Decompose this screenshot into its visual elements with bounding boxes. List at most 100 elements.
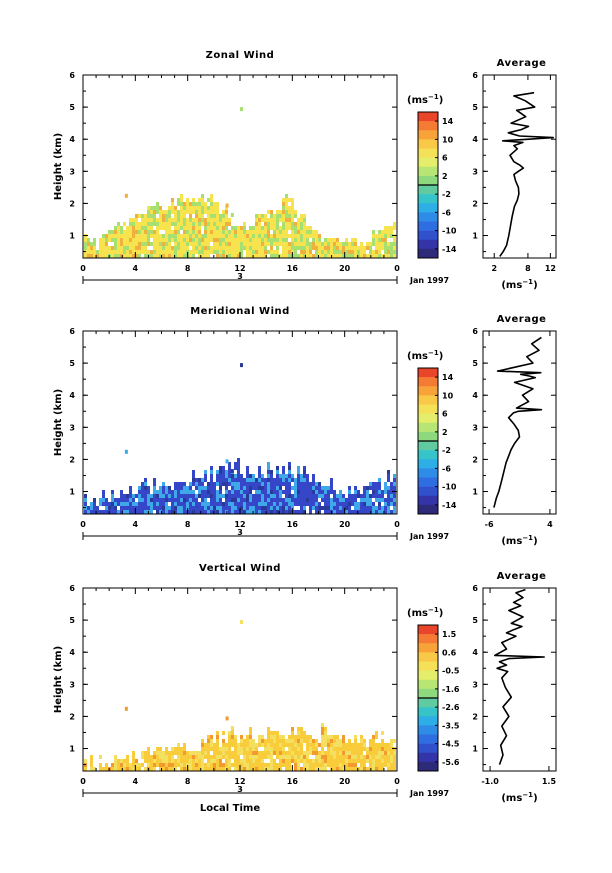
heatmap-cell (276, 226, 279, 230)
heatmap-cell (186, 759, 189, 763)
heatmap-cell (240, 482, 243, 486)
colorbar-segment (418, 194, 438, 204)
heatmap-cell (339, 506, 342, 510)
heatmap-cell (171, 246, 174, 250)
heatmap-cell (327, 510, 330, 514)
heatmap-cell (219, 767, 222, 771)
heatmap-cell (213, 218, 216, 222)
heatmap-cell (387, 763, 390, 767)
heatmap-cell (372, 250, 375, 254)
x-tick-label: 12 (234, 520, 245, 529)
heatmap-cell (186, 755, 189, 759)
heatmap-cell (240, 498, 243, 502)
heatmap-cell (225, 234, 228, 238)
heatmap-cell (276, 474, 279, 478)
heatmap-cell (282, 506, 285, 510)
colorbar-segment (418, 670, 438, 681)
heatmap-cell (201, 498, 204, 502)
heatmap-cell (243, 246, 246, 250)
heatmap-cell (183, 242, 186, 246)
heatmap-cell (124, 706, 128, 711)
heatmap-cell (153, 763, 156, 767)
heatmap-cell (240, 747, 243, 751)
heatmap-cell (288, 502, 291, 506)
heatmap-cell (141, 755, 144, 759)
heatmap-cell (132, 222, 135, 226)
heatmap-cell (384, 755, 387, 759)
heatmap-cells (84, 107, 396, 258)
heatmap-cell (345, 502, 348, 506)
heatmap-cell (273, 490, 276, 494)
heatmap-cell (360, 254, 363, 258)
heatmap-cell (267, 755, 270, 759)
average-x-tick-label: 8 (525, 264, 531, 273)
heatmap-cell (207, 759, 210, 763)
heatmap-cell (120, 759, 123, 763)
heatmap-cell (225, 230, 228, 234)
heatmap-cell (162, 506, 165, 510)
heatmap-cell (294, 755, 297, 759)
heatmap-cell (366, 246, 369, 250)
heatmap-cell (150, 767, 153, 771)
heatmap-cell (108, 246, 111, 250)
heatmap-cell (249, 755, 252, 759)
heatmap-cell (357, 502, 360, 506)
heatmap-cell (246, 743, 249, 747)
heatmap-cell (237, 510, 240, 514)
heatmap-cell (261, 238, 264, 242)
heatmap-cell (240, 230, 243, 234)
heatmap-cell (150, 210, 153, 214)
average-x-tick-label: 4 (547, 520, 553, 529)
heatmap-cell (240, 242, 243, 246)
heatmap-cell (207, 218, 210, 222)
heatmap-cell (222, 739, 225, 743)
heatmap-cell (303, 218, 306, 222)
heatmap-cell (372, 230, 375, 234)
x-tick-label: 4 (133, 777, 139, 786)
heatmap-cell (366, 502, 369, 506)
heatmap-cell (201, 486, 204, 490)
heatmap-cell (189, 214, 192, 218)
heatmap-cell (276, 751, 279, 755)
heatmap-cell (198, 202, 201, 206)
heatmap-cell (180, 490, 183, 494)
heatmap-cell (261, 478, 264, 482)
heatmap-cell (303, 506, 306, 510)
heatmap-cell (270, 254, 273, 258)
heatmap-cell (276, 254, 279, 258)
heatmap-cell (174, 486, 177, 490)
heatmap-cell (303, 751, 306, 755)
heatmap-cell (135, 254, 138, 258)
heatmap-cell (210, 763, 213, 767)
heatmap-cell (315, 747, 318, 751)
heatmap-cell (342, 751, 345, 755)
heatmap-cell (267, 727, 270, 731)
heatmap-cell (369, 502, 372, 506)
heatmap-cell (189, 510, 192, 514)
heatmap-cell (153, 490, 156, 494)
heatmap-cell (195, 755, 198, 759)
heatmap-cell (207, 222, 210, 226)
heatmap-cell (231, 246, 234, 250)
heatmap-cell (348, 743, 351, 747)
heatmap-cell (339, 494, 342, 498)
heatmap-cell (390, 763, 393, 767)
heatmap-cell (135, 230, 138, 234)
heatmap-cell (315, 510, 318, 514)
heatmap-cell (219, 222, 222, 226)
heatmap-cell (258, 230, 261, 234)
heatmap-cell (159, 502, 162, 506)
heatmap-cell (210, 743, 213, 747)
y-tick-label: 5 (69, 103, 75, 112)
heatmap-cell (387, 490, 390, 494)
heatmap-cell (147, 206, 150, 210)
heatmap-cell (297, 498, 300, 502)
heatmap-cell (282, 735, 285, 739)
heatmap-cell (210, 226, 213, 230)
heatmap-cell (225, 743, 228, 747)
heatmap-cell (264, 218, 267, 222)
heatmap-cell (321, 242, 324, 246)
heatmap-cell (279, 254, 282, 258)
heatmap-cell (261, 735, 264, 739)
heatmap-cell (147, 242, 150, 246)
